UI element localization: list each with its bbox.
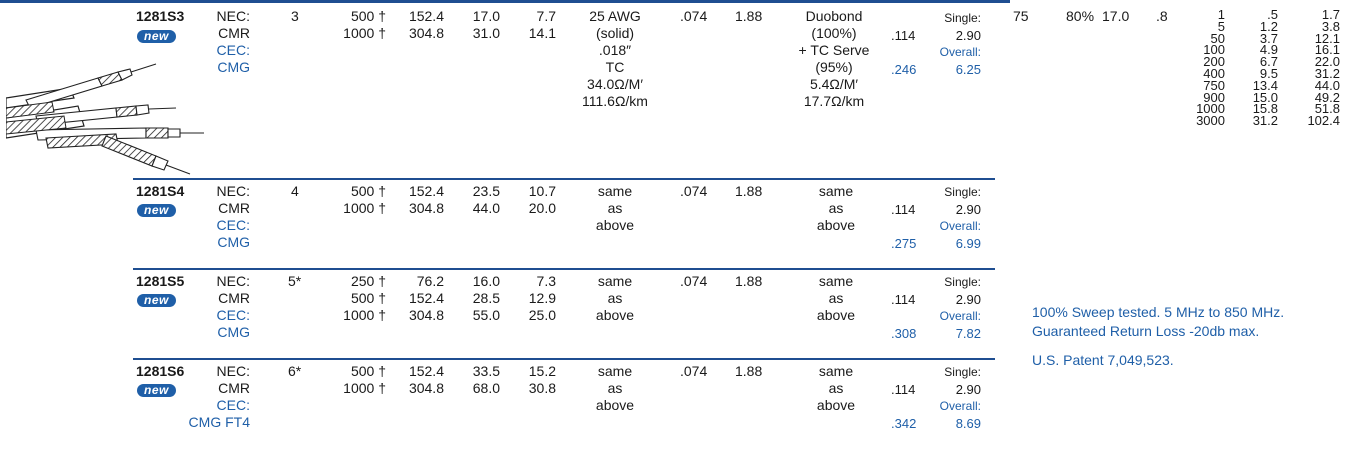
insulation-mm: 1.88	[735, 183, 763, 199]
attenuation-frequency: 1 5 50 100 200 400 750 900 1000 3000	[1196, 7, 1225, 129]
row-divider	[133, 268, 995, 270]
length-m: 152.4 304.8	[408, 363, 444, 396]
insulation-mm: 1.88	[735, 363, 763, 379]
weight-lbs: 17.0 31.0	[472, 8, 500, 41]
return-loss-note: Guaranteed Return Loss -20db max.	[1032, 323, 1260, 339]
rating-block: NEC: CMR CEC: CMG	[216, 183, 250, 250]
weight-kg: 15.2 30.8	[528, 363, 556, 396]
insulation-mm: 1.88	[735, 8, 763, 24]
attenuation-db-100m: 1.7 3.8 12.1 16.1 22.0 31.2 44.0 49.2 51…	[1307, 7, 1340, 129]
weight-lbs: 16.0 28.5 55.0	[472, 273, 500, 323]
shield-desc: same as above	[816, 273, 856, 323]
length-ft: 250 † 500 † 1000 †	[343, 273, 386, 323]
rating-block: NEC: CMR CEC: CMG	[216, 273, 250, 340]
insulation-in: .074	[680, 183, 708, 199]
conductor-desc: 25 AWG (solid) .018″ TC 34.0Ω/M′ 111.6Ω/…	[582, 8, 648, 109]
length-m: 152.4 304.8	[408, 8, 444, 41]
part-number[interactable]: 1281S4	[136, 183, 185, 199]
conductor-desc: same as above	[595, 273, 635, 323]
rating-block: NEC: CMR CEC: CMG	[216, 8, 250, 75]
insulation-in: .074	[680, 363, 708, 379]
patent-note: U.S. Patent 7,049,523.	[1032, 352, 1174, 368]
part-number[interactable]: 1281S3	[136, 8, 185, 24]
table-top-rule	[0, 0, 1010, 3]
weight-kg: 7.3 12.9 25.0	[528, 273, 556, 323]
insulation-in: .074	[680, 273, 708, 289]
shield-desc: same as above	[816, 183, 856, 233]
length-ft: 500 † 1000 †	[343, 8, 386, 41]
od-block: Single: .114 2.90 Overall: .275 6.99	[891, 185, 981, 251]
new-badge: new	[137, 204, 176, 217]
rating-block: NEC: CMR CEC: CMG FT4	[188, 363, 250, 430]
length-m: 76.2 152.4 304.8	[408, 273, 444, 323]
part-number[interactable]: 1281S5	[136, 273, 185, 289]
new-badge: new	[137, 384, 176, 397]
row-divider	[133, 358, 995, 360]
attenuation-db-100ft: .5 1.2 3.7 4.9 6.7 9.5 13.4 15.0 15.8 31…	[1252, 7, 1278, 129]
capacitance-value: 17.0	[1102, 8, 1130, 24]
conductor-desc: same as above	[595, 363, 635, 413]
conductor-count: 4	[291, 183, 299, 199]
conductor-count: 5*	[288, 273, 302, 289]
row-divider	[133, 178, 995, 180]
length-ft: 500 † 1000 †	[343, 363, 386, 396]
part-number[interactable]: 1281S6	[136, 363, 185, 379]
coax-bundle-cable-illustration	[6, 63, 204, 175]
od-block: Single: .114 2.90 Overall: .308 7.82	[891, 275, 981, 341]
insulation-mm: 1.88	[735, 273, 763, 289]
length-m: 152.4 304.8	[408, 183, 444, 216]
od-block: Single: .114 2.90 Overall: .246 6.25	[891, 11, 981, 77]
weight-kg: 7.7 14.1	[528, 8, 556, 41]
shield-desc: Duobond (100%) + TC Serve (95%) 5.4Ω/M′ …	[798, 8, 870, 109]
od-block: Single: .114 2.90 Overall: .342 8.69	[891, 365, 981, 431]
impedance-value: 75	[1013, 8, 1029, 24]
new-badge: new	[137, 30, 176, 43]
velocity-value: 80%	[1066, 8, 1095, 24]
new-badge: new	[137, 294, 176, 307]
sweep-note: 100% Sweep tested. 5 MHz to 850 MHz.	[1032, 304, 1285, 320]
weight-lbs: 33.5 68.0	[472, 363, 500, 396]
weight-lbs: 23.5 44.0	[472, 183, 500, 216]
shield-desc: same as above	[816, 363, 856, 413]
conductor-count: 6*	[288, 363, 302, 379]
delay-value: .8	[1156, 8, 1168, 24]
conductor-desc: same as above	[595, 183, 635, 233]
conductor-count: 3	[291, 8, 299, 24]
weight-kg: 10.7 20.0	[528, 183, 556, 216]
insulation-in: .074	[680, 8, 708, 24]
length-ft: 500 † 1000 †	[343, 183, 386, 216]
